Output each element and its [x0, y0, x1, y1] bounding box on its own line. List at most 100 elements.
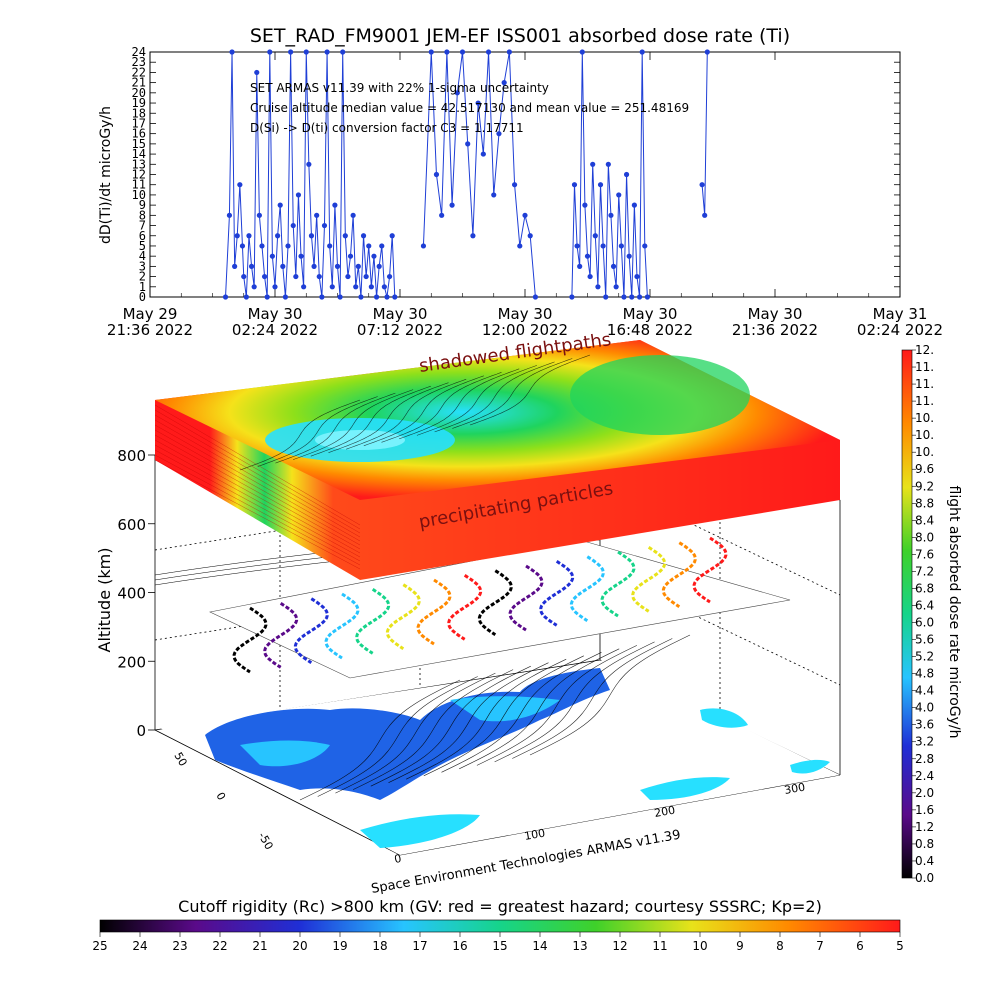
annotation-uncertainty: SET ARMAS v11.39 with 22% 1-sigma uncert… — [250, 81, 549, 95]
series-line — [701, 51, 708, 216]
hcb-tick-label: 14 — [532, 939, 547, 953]
track-line — [469, 354, 591, 426]
series-point — [251, 284, 257, 290]
series-point — [517, 243, 523, 249]
hcb-tick-label: 19 — [332, 939, 347, 953]
y-tick-label: 8 — [139, 208, 146, 222]
series-point — [350, 212, 356, 218]
series-point — [470, 233, 476, 239]
series-point — [321, 222, 328, 229]
altitude-tick-label: 800 — [117, 447, 146, 465]
hcb-tick-label: 8 — [776, 939, 784, 953]
plot-y-axis-label: dD(Ti)/dt microGy/h — [98, 106, 114, 244]
altitude-3d-scene: 0 200 400 600 800 Altitude (km) — [95, 329, 841, 897]
series-point — [267, 49, 273, 55]
vcb-tick-label: 3.6 — [915, 718, 934, 732]
series-point — [275, 233, 281, 239]
series-point — [363, 273, 369, 280]
longitude-tick-label: 300 — [783, 781, 806, 797]
series-point — [699, 182, 705, 188]
series-point — [239, 243, 246, 249]
series-point — [616, 192, 622, 198]
colorbar-vertical-ticks: 0.0 0.4 0.8 1.2 1.6 2.0 2.4 2.8 3.2 3.6 4.0 4.4 4.8 5… — [912, 343, 934, 885]
flight-track-wave — [508, 564, 544, 632]
series-point — [590, 161, 596, 167]
plot-series — [222, 49, 710, 300]
series-point — [532, 294, 539, 300]
x-tick-date: May 30 — [248, 305, 303, 323]
slab-side-stripe — [154, 439, 361, 554]
track-line — [239, 399, 361, 471]
series-line — [422, 51, 536, 298]
x-tick-date: May 30 — [623, 305, 678, 323]
track-line — [388, 662, 549, 783]
slab-side-stripe — [154, 444, 361, 558]
series-point — [293, 273, 299, 280]
series-point — [491, 192, 497, 198]
hcb-tick-label: 7 — [816, 939, 824, 953]
x-tick-time: 02:24 2022 — [232, 321, 318, 339]
series-point — [327, 243, 333, 249]
series-point — [282, 294, 289, 300]
series-point — [324, 49, 330, 55]
dose-rate-colorbar: 0.0 0.4 0.8 1.2 1.6 2.0 2.4 2.8 3.2 3.6 4.0 4.4 4.8 5… — [901, 343, 962, 885]
altitude-tick-label: 600 — [117, 516, 146, 534]
vcb-tick-label: 4.0 — [915, 701, 934, 715]
vcb-tick-label: 11. — [915, 394, 934, 408]
series-point — [381, 284, 387, 290]
series-point — [226, 212, 233, 218]
dose-rate-plot: SET_RAD_FM9001 JEM-EF ISS001 absorbed do… — [98, 25, 943, 339]
series-point — [376, 263, 382, 269]
track-line — [257, 396, 378, 467]
y-tick-label: 11 — [132, 178, 146, 192]
y-tick-label: 5 — [139, 239, 146, 253]
flight-track-wave — [324, 592, 360, 660]
series-point — [298, 253, 304, 259]
series-point — [314, 212, 320, 218]
series-point — [256, 212, 262, 218]
vcb-tick-label: 5.2 — [915, 650, 934, 664]
y-tick-label: 21 — [132, 76, 146, 90]
track-line — [363, 375, 484, 447]
series-point — [280, 263, 286, 269]
track-line — [423, 655, 584, 777]
series-point — [444, 49, 450, 55]
colorbar-vertical-label: flight absorbed dose rate microGy/h — [946, 486, 962, 739]
series-point — [277, 202, 283, 208]
flight-track-wave — [600, 550, 636, 618]
series-point — [577, 263, 583, 269]
series-point — [613, 284, 619, 290]
series-point — [319, 294, 325, 300]
series-point — [347, 253, 354, 259]
x-tick-time: 21:36 2022 — [732, 321, 818, 339]
hcb-tick-label: 20 — [292, 939, 307, 953]
y-tick-label: 3 — [139, 259, 146, 273]
hcb-tick-label: 10 — [692, 939, 707, 953]
vcb-tick-label: 6.8 — [915, 581, 934, 595]
track-line — [293, 389, 414, 460]
slab-side-stripe — [154, 414, 361, 534]
longitude-tick-label: 100 — [523, 827, 546, 843]
annotation-conversion: D(Si) -> D(ti) conversion factor C3 = 1.… — [250, 121, 524, 135]
x-tick-date: May 30 — [373, 305, 428, 323]
vcb-tick-label: 4.4 — [915, 684, 934, 698]
slab-side-stripe — [154, 459, 361, 570]
series-point — [522, 212, 528, 218]
track-line — [434, 361, 555, 433]
series-point — [595, 284, 601, 290]
series-point — [592, 233, 598, 239]
track-line — [370, 665, 531, 787]
series-point — [373, 294, 380, 300]
series-point — [428, 49, 434, 55]
hcb-tick-label: 25 — [92, 939, 107, 953]
series-point — [290, 222, 296, 229]
series-point — [295, 192, 302, 198]
series-point — [642, 243, 648, 249]
series-point — [386, 273, 393, 280]
series-point — [465, 141, 471, 147]
series-point — [433, 171, 440, 178]
series-line — [225, 51, 396, 298]
hcb-tick-label: 17 — [412, 939, 427, 953]
vcb-tick-label: 8.8 — [915, 496, 934, 510]
